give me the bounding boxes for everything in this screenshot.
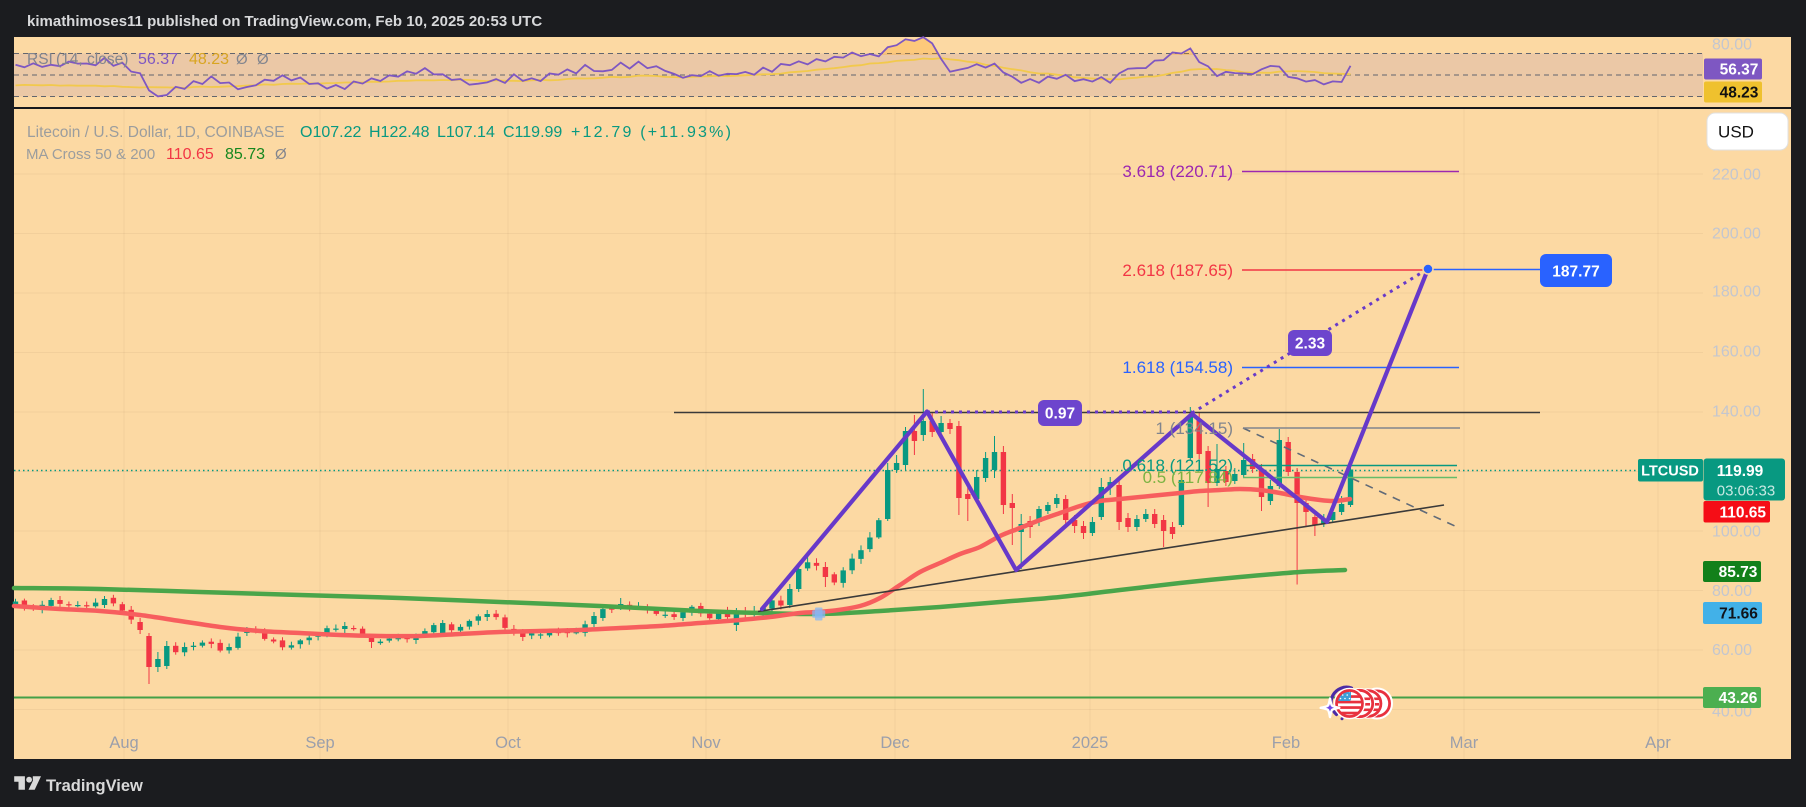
svg-text:(14, close): (14, close) [56, 51, 128, 68]
svg-text:85.73: 85.73 [1719, 564, 1758, 581]
svg-text:60.00: 60.00 [1712, 642, 1752, 659]
svg-text:43.26: 43.26 [1719, 690, 1758, 707]
svg-text:MA Cross 50 & 200: MA Cross 50 & 200 [26, 146, 155, 163]
svg-text:03:06:33: 03:06:33 [1717, 483, 1775, 500]
svg-text:80.00: 80.00 [1712, 37, 1752, 54]
svg-text:220.00: 220.00 [1712, 167, 1761, 184]
svg-text:160.00: 160.00 [1712, 344, 1761, 361]
svg-text:1.618 (154.58): 1.618 (154.58) [1122, 358, 1233, 377]
svg-text:3.618 (220.71): 3.618 (220.71) [1122, 162, 1233, 181]
svg-text:180.00: 180.00 [1712, 284, 1761, 301]
svg-text:L107.14: L107.14 [437, 124, 495, 141]
svg-text:48.23: 48.23 [189, 51, 229, 68]
svg-text:187.77: 187.77 [1552, 264, 1599, 281]
svg-text:2025: 2025 [1072, 734, 1109, 752]
svg-text:Aug: Aug [109, 734, 138, 752]
svg-text:1 (134.15): 1 (134.15) [1156, 419, 1234, 438]
svg-text:Ø: Ø [236, 51, 248, 68]
svg-text:48.23: 48.23 [1720, 85, 1759, 102]
svg-text:0.5 (117.84): 0.5 (117.84) [1143, 468, 1233, 487]
svg-text:0.97: 0.97 [1045, 406, 1075, 423]
svg-text:Oct: Oct [495, 734, 521, 752]
svg-text:200.00: 200.00 [1712, 226, 1761, 243]
svg-text:Ø: Ø [257, 51, 269, 68]
svg-text:RSI: RSI [27, 51, 53, 68]
svg-text:LTCUSD: LTCUSD [1641, 464, 1699, 480]
svg-text:kimathimoses11 published on Tr: kimathimoses11 published on TradingView.… [27, 13, 542, 30]
svg-text:Litecoin / U.S. Dollar, 1D, CO: Litecoin / U.S. Dollar, 1D, COINBASE [27, 124, 285, 141]
svg-text:110.65: 110.65 [166, 146, 214, 163]
svg-text:Mar: Mar [1450, 734, 1479, 752]
svg-text:Sep: Sep [305, 734, 334, 752]
svg-text:56.37: 56.37 [1720, 62, 1759, 79]
svg-text:0.618 (121.52): 0.618 (121.52) [1122, 456, 1233, 475]
svg-text:Ø: Ø [275, 146, 287, 163]
svg-text:Dec: Dec [880, 734, 909, 752]
svg-text:56.37: 56.37 [138, 51, 178, 68]
svg-text:2.618 (187.65): 2.618 (187.65) [1122, 261, 1233, 280]
svg-text:110.65: 110.65 [1719, 504, 1766, 521]
svg-text:140.00: 140.00 [1712, 404, 1761, 421]
svg-text:119.99: 119.99 [1717, 463, 1764, 480]
svg-text:TradingView: TradingView [46, 777, 143, 795]
svg-text:C119.99: C119.99 [503, 124, 562, 141]
svg-text:USD: USD [1718, 123, 1754, 142]
svg-text:O107.22: O107.22 [300, 124, 361, 141]
svg-text:H122.48: H122.48 [369, 124, 430, 141]
svg-text:Feb: Feb [1272, 734, 1300, 752]
svg-text:Apr: Apr [1645, 734, 1671, 752]
svg-text:85.73: 85.73 [225, 146, 265, 163]
svg-text:80.00: 80.00 [1712, 583, 1752, 600]
svg-text:100.00: 100.00 [1712, 524, 1761, 541]
svg-text:71.66: 71.66 [1719, 606, 1758, 623]
svg-text:Nov: Nov [691, 734, 721, 752]
svg-text:2.33: 2.33 [1295, 336, 1326, 353]
svg-text:+12.79 (+11.93%): +12.79 (+11.93%) [571, 124, 733, 141]
